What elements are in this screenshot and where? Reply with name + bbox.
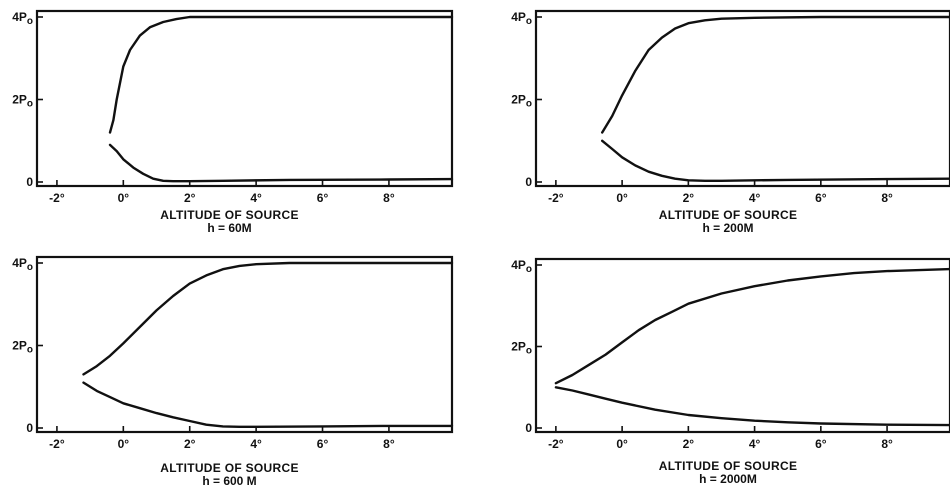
chart-panel-3: -2° 0° 2° 4° 6° 8° 0 2Po 4Po ALTITUDE OF SOURCEh … (12, 255, 454, 488)
x-tick-label: -2° (548, 191, 564, 205)
y-tick-label: 0 (26, 421, 33, 435)
x-tick-label: 2° (683, 437, 695, 451)
y-tick-label: 4Po (12, 10, 33, 27)
x-tick-label: 8° (881, 437, 893, 451)
y-tick-label: 0 (525, 175, 532, 189)
x-tick-label: 8° (881, 191, 893, 205)
y-tick-label: 2Po (511, 340, 532, 357)
y-tick-label: 0 (26, 175, 33, 189)
y-tick-label: 2Po (12, 93, 33, 110)
y-tick-label: 4Po (511, 10, 532, 27)
x-axis-label: ALTITUDE OF SOURCE (160, 461, 299, 475)
x-tick-label: 6° (317, 191, 329, 205)
series-line-2 (601, 139, 950, 182)
y-tick-label: 2Po (511, 93, 532, 110)
x-tick-label: 2° (184, 191, 196, 205)
x-tick-label: 6° (815, 437, 827, 451)
x-tick-label: 6° (317, 437, 329, 451)
x-tick-label: 6° (815, 191, 827, 205)
series-line-1 (82, 261, 454, 376)
panel-subtitle: h = 60M (207, 221, 251, 235)
x-tick-label: 4° (250, 191, 262, 205)
series-line-1 (554, 267, 950, 385)
series-line-1 (108, 15, 454, 134)
panel-subtitle: h = 200M (702, 221, 753, 235)
x-tick-label: -2° (548, 437, 564, 451)
x-tick-label: 8° (383, 437, 395, 451)
plot-frame (534, 257, 950, 434)
series-line-2 (108, 143, 454, 183)
plot-frame (35, 255, 454, 434)
x-tick-label: 2° (184, 437, 196, 451)
x-axis-label: ALTITUDE OF SOURCE (659, 459, 798, 473)
x-axis-label: ALTITUDE OF SOURCE (160, 208, 299, 222)
x-axis-label: ALTITUDE OF SOURCE (659, 208, 798, 222)
y-tick-label: 2Po (12, 339, 33, 356)
x-tick-label: 4° (749, 437, 761, 451)
x-tick-label: 0° (616, 191, 628, 205)
plot-frame (35, 9, 454, 188)
x-tick-label: 8° (383, 191, 395, 205)
x-tick-label: 4° (749, 191, 761, 205)
x-tick-label: 0° (118, 437, 130, 451)
series-line-2 (82, 381, 454, 428)
x-tick-label: -2° (49, 437, 65, 451)
x-tick-label: 0° (118, 191, 130, 205)
x-tick-label: 0° (616, 437, 628, 451)
chart-panel-1: -2° 0° 2° 4° 6° 8° 0 2Po 4Po ALTITUDE OF SOURCEh … (12, 9, 454, 235)
y-tick-label: 4Po (511, 258, 532, 275)
plot-frame (534, 9, 950, 188)
chart-panel-4: -2° 0° 2° 4° 6° 8° 0 2Po 4Po ALTITUDE OF SOURCEh … (511, 257, 950, 486)
y-tick-label: 0 (525, 421, 532, 435)
chart-panel-2: -2° 0° 2° 4° 6° 8° 0 2Po 4Po ALTITUDE OF SOURCEh … (511, 9, 950, 235)
x-tick-label: -2° (49, 191, 65, 205)
panel-subtitle: h = 2000M (699, 472, 757, 486)
series-line-2 (554, 386, 950, 427)
y-tick-label: 4Po (12, 256, 33, 273)
series-line-1 (601, 15, 950, 134)
x-tick-label: 2° (683, 191, 695, 205)
x-tick-label: 4° (250, 437, 262, 451)
panel-subtitle: h = 600 M (202, 474, 256, 488)
